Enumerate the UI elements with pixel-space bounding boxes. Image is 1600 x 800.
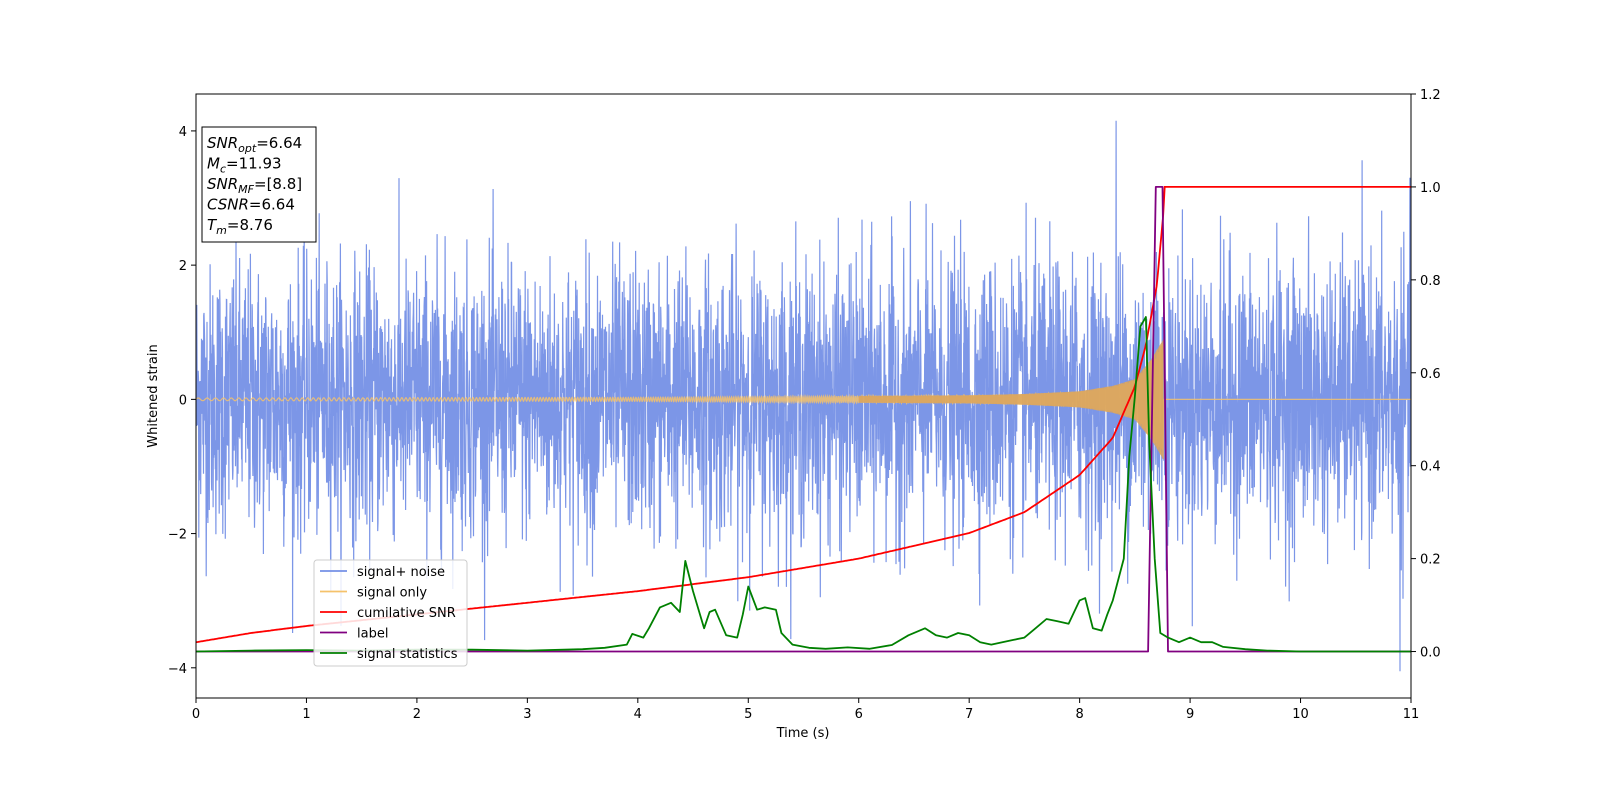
- y-right-tick-label: 1.0: [1420, 181, 1441, 196]
- y-left-tick-label: 4: [179, 125, 187, 140]
- y-axis-right: 0.0 0.2 0.4 0.6 0.8 1.0 1.2: [1411, 88, 1441, 661]
- legend-label: signal statistics: [357, 647, 458, 662]
- y-axis-left: −4 −2 0 2 4: [168, 125, 196, 677]
- info-line: Tm=8.76: [207, 216, 273, 237]
- x-axis-label: Time (s): [776, 726, 830, 741]
- axes-frame: [195, 93, 1412, 699]
- y-left-tick-label: 0: [179, 393, 187, 408]
- x-tick-label: 11: [1403, 707, 1420, 722]
- legend: signal+ noise signal only cumilative SNR la…: [313, 559, 468, 667]
- y-axis-label: Whitened strain: [146, 344, 161, 447]
- x-tick-label: 0: [192, 707, 200, 722]
- info-line: SNRMF=[8.8]: [207, 175, 302, 196]
- y-right-tick-label: 0.6: [1420, 367, 1441, 382]
- x-tick-label: 9: [1186, 707, 1194, 722]
- series-label-line: [196, 186, 1411, 653]
- x-tick-label: 10: [1292, 707, 1309, 722]
- x-tick-label: 3: [523, 707, 531, 722]
- x-axis: 0 1 2 3 4 5 6 7 8 9 10 11: [192, 698, 1419, 722]
- x-tick-label: 4: [634, 707, 642, 722]
- y-right-tick-label: 1.2: [1420, 88, 1441, 103]
- info-line: CSNR=6.64: [207, 196, 295, 214]
- x-tick-label: 8: [1075, 707, 1083, 722]
- legend-label: signal only: [357, 586, 427, 601]
- info-box-frame: [201, 126, 317, 243]
- series-signal-only-envelope: [858, 339, 1164, 460]
- y-right-tick-label: 0.4: [1420, 460, 1441, 475]
- info-line: Mc=11.93: [207, 155, 282, 176]
- x-tick-label: 5: [744, 707, 752, 722]
- y-right-tick-label: 0.2: [1420, 553, 1441, 568]
- y-left-tick-label: −2: [168, 528, 187, 543]
- series-signal-statistics-line: [196, 316, 1411, 653]
- legend-label: label: [357, 627, 388, 642]
- info-line: SNRopt=6.64: [207, 134, 302, 155]
- legend-label: cumilative SNR: [357, 606, 456, 621]
- legend-frame: [313, 559, 468, 667]
- x-tick-label: 1: [302, 707, 310, 722]
- y-right-tick-label: 0.0: [1420, 646, 1441, 661]
- series-signal-only-line: [196, 343, 1411, 460]
- y-right-tick-label: 0.8: [1420, 274, 1441, 289]
- x-tick-label: 2: [413, 707, 421, 722]
- y-left-tick-label: 2: [179, 259, 187, 274]
- y-left-tick-label: −4: [168, 662, 187, 677]
- x-tick-label: 7: [965, 707, 973, 722]
- x-tick-label: 6: [855, 707, 863, 722]
- legend-label: signal+ noise: [357, 565, 445, 580]
